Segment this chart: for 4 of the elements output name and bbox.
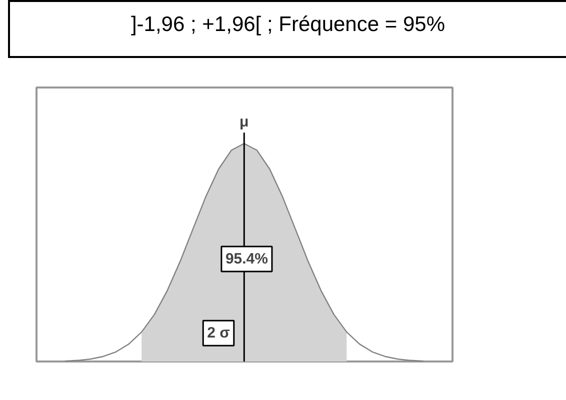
annotation: 2 σ <box>207 324 230 342</box>
annotation: 95.4% <box>225 250 268 268</box>
chart-title: ]-1,96 ; +1,96[ ; Fréquence = 95% <box>130 12 446 38</box>
text: μ <box>240 114 249 131</box>
